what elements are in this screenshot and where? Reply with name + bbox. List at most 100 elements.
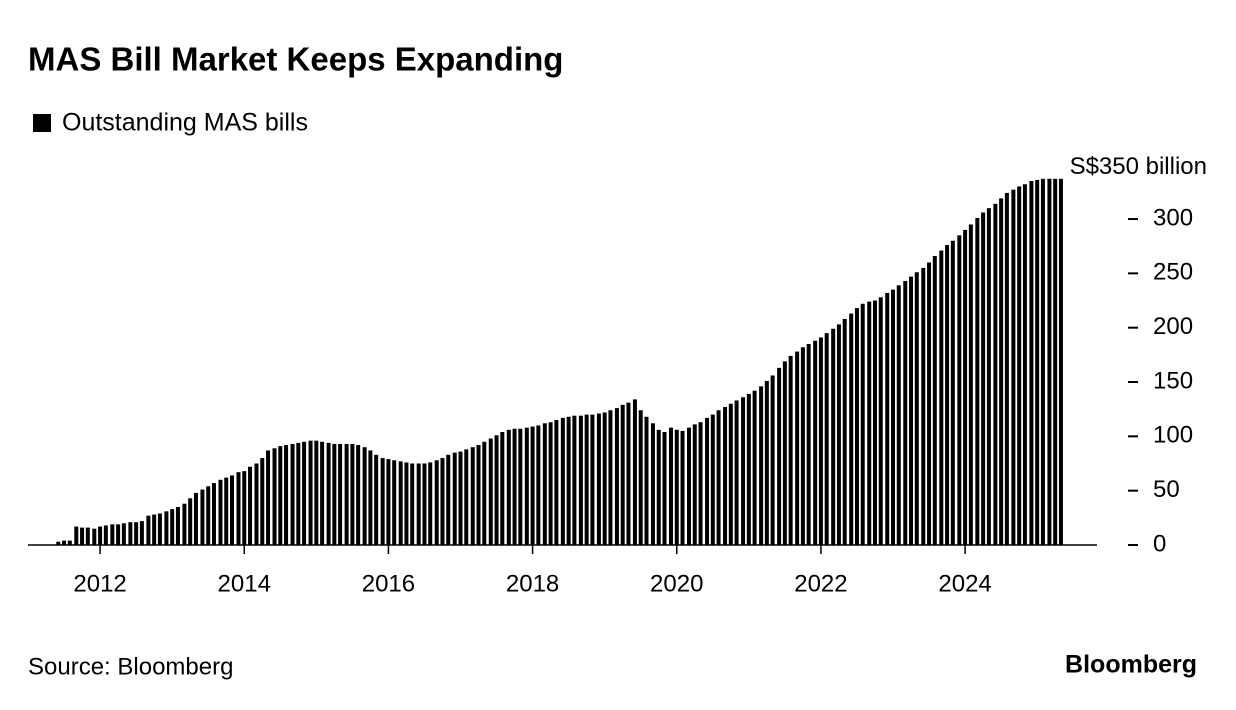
bar [687,427,692,545]
bar [1053,178,1058,545]
bar [200,489,205,545]
chart-title: MAS Bill Market Keeps Expanding [28,41,563,78]
bar [963,229,968,545]
bar [554,420,559,545]
bar [656,429,661,545]
bar [986,208,991,546]
bar [981,212,986,545]
bar [1047,178,1052,545]
bar [98,526,103,545]
bar [734,400,739,545]
legend-label: Outstanding MAS bills [62,109,308,137]
bar [692,424,697,545]
bar [320,441,325,545]
x-tick-label: 2018 [506,570,559,597]
bar [116,524,121,545]
bar [578,415,583,545]
bar [752,390,757,545]
bar [362,447,367,545]
bar [770,375,775,545]
bar [813,340,818,545]
bar [229,475,234,545]
bar [662,431,667,545]
bar [626,402,631,545]
bar [428,462,433,545]
bar [957,235,962,545]
bar [536,425,541,545]
bar [728,403,733,545]
bar [410,463,415,545]
bar [404,462,409,545]
bar [458,451,463,545]
bar [290,443,295,545]
bar [356,445,361,545]
bar [524,427,529,545]
bar [782,361,787,545]
x-tick-label: 2024 [938,570,991,597]
bar [368,450,373,545]
bar [470,447,475,545]
bar [500,431,505,545]
y-tick-label: 50 [1153,476,1180,503]
bar [680,430,685,545]
y-tick-label: 200 [1153,313,1193,340]
bar [193,492,198,545]
bar [80,527,85,545]
bar [1022,184,1027,545]
bar [777,367,782,545]
bar [92,528,97,545]
bar [746,393,751,545]
bar [836,324,841,545]
bar [698,422,703,545]
bar [302,441,307,545]
bar [182,503,187,545]
bar [211,483,216,545]
bar [800,347,805,545]
bar [314,440,319,545]
bar [398,461,403,545]
bar [860,303,865,545]
bar [1040,178,1045,545]
bar [350,443,355,545]
bar [236,472,241,545]
bar [380,458,385,545]
bar [878,297,883,545]
legend-swatch [33,114,51,132]
bar [824,333,829,545]
bar [566,416,571,545]
bar [572,415,577,545]
bar [999,198,1004,545]
brand-logo: Bloomberg [1065,651,1197,679]
bar [764,380,769,545]
bar [224,477,229,545]
bar [831,328,836,545]
x-tick-label: 2016 [362,570,415,597]
bar [67,540,72,545]
bar [842,318,847,545]
bar [242,471,247,545]
bar [705,417,710,545]
bar [950,240,955,545]
bar [530,426,535,545]
bar [806,343,811,545]
bar [560,417,565,545]
bar [596,413,601,545]
y-tick-label: 100 [1153,422,1193,449]
bar [296,442,301,545]
bar [1035,179,1040,546]
bar [56,541,61,545]
bar [1029,180,1034,545]
bar [134,522,139,545]
bar [488,438,493,545]
bar [788,355,793,545]
bar [110,524,115,545]
bar [164,511,169,545]
bar [548,422,553,545]
bar [650,423,655,545]
bar [632,399,637,545]
bar [434,460,439,545]
bar [416,463,421,545]
bar [716,410,721,545]
bar [759,386,764,545]
